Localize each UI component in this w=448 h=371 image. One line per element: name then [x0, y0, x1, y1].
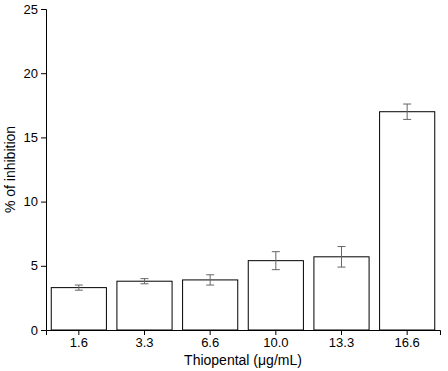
y-tick-label: 0	[31, 323, 38, 338]
error-bar-line	[144, 279, 145, 284]
error-bar-line	[75, 285, 83, 286]
y-tick-label: 5	[31, 258, 38, 273]
bar	[380, 112, 435, 330]
x-tick-label: 1.6	[70, 335, 88, 350]
x-tick: 6.6	[201, 330, 219, 350]
error-bar-line	[75, 290, 83, 291]
bar	[248, 261, 303, 330]
error-bar-line	[338, 246, 346, 247]
error-bar	[75, 285, 83, 290]
x-axis-title: Thiopental (μg/mL)	[184, 352, 302, 368]
bar	[183, 280, 238, 330]
error-bar-line	[403, 119, 411, 120]
y-tick: 0	[31, 323, 46, 338]
y-tick: 5	[31, 258, 46, 273]
marks	[51, 104, 434, 330]
error-bar-line	[407, 104, 408, 119]
error-bar-line	[141, 283, 149, 284]
x-tick-label: 13.3	[329, 335, 354, 350]
error-bar-line	[272, 251, 280, 252]
error-bar-line	[272, 269, 280, 270]
y-axis-line	[41, 10, 47, 331]
x-axis: 1.6 3.3 6.6 10.0 13.3 16.6	[47, 330, 441, 350]
error-bar	[403, 104, 411, 119]
x-axis-line	[47, 331, 441, 336]
error-bar-line	[275, 252, 276, 270]
x-tick: 10.0	[263, 330, 288, 350]
plot: 0 5 10 15 20 25 1.6 3.3 6.6 10.0 13.3 16.6	[24, 2, 441, 351]
error-bar	[338, 247, 346, 268]
bar	[51, 288, 106, 330]
x-tick-label: 3.3	[135, 335, 153, 350]
y-tick-mark	[41, 202, 46, 203]
x-tick-label: 6.6	[201, 335, 219, 350]
error-bar	[272, 252, 280, 270]
y-tick: 25	[24, 2, 46, 17]
error-bar-line	[403, 104, 411, 105]
x-tick: 16.6	[395, 330, 420, 350]
y-tick-label: 15	[24, 130, 38, 145]
y-tick: 20	[24, 66, 46, 81]
x-tick-label: 16.6	[395, 335, 420, 350]
error-bar-line	[141, 278, 149, 279]
chart: 0 5 10 15 20 25 1.6 3.3 6.6 10.0 13.3 16.6 Thiopenta…	[0, 0, 448, 371]
error-bar-line	[206, 285, 214, 286]
error-bar-line	[210, 275, 211, 285]
y-tick: 15	[24, 130, 46, 145]
error-bar	[141, 279, 149, 284]
error-bar-line	[78, 285, 79, 290]
bar	[314, 257, 369, 330]
error-bar-line	[341, 247, 342, 268]
error-bar	[206, 275, 214, 285]
bar	[117, 281, 172, 330]
y-tick-mark	[41, 266, 46, 267]
x-tick: 3.3	[135, 330, 153, 350]
x-tick: 1.6	[70, 330, 88, 350]
y-tick-mark	[41, 137, 46, 138]
error-bar-line	[338, 267, 346, 268]
y-tick-mark	[41, 73, 46, 74]
y-tick-label: 25	[24, 2, 38, 17]
error-bar-line	[206, 274, 214, 275]
y-tick-label: 20	[24, 66, 38, 81]
x-tick: 13.3	[329, 330, 354, 350]
y-tick-label: 10	[24, 194, 38, 209]
y-axis: 0 5 10 15 20 25	[24, 2, 47, 338]
x-tick-label: 10.0	[263, 335, 288, 350]
y-axis-title: % of inhibition	[2, 126, 18, 213]
y-tick-mark	[41, 9, 46, 10]
y-tick: 10	[24, 194, 46, 209]
y-tick-mark	[41, 330, 46, 331]
